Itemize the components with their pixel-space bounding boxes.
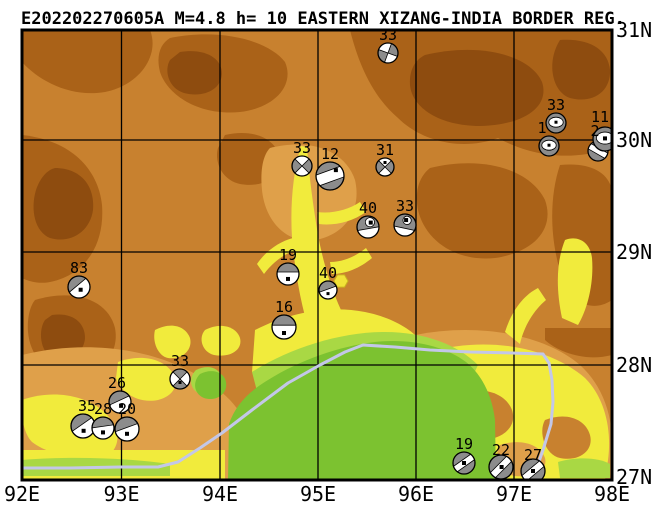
event-number-label: 35	[78, 397, 96, 415]
event-number-label: 33	[396, 197, 414, 215]
focal-mechanism-ball	[452, 451, 476, 475]
focal-mechanism-ball	[356, 215, 380, 239]
terrain-topography	[23, 31, 611, 479]
focal-mechanism-ball	[393, 213, 417, 237]
event-number-label: 83	[70, 259, 88, 277]
focal-mechanism-ball	[169, 368, 191, 390]
epicenter-hexagon-icon	[333, 274, 349, 288]
event-number-label: 12	[321, 145, 339, 163]
focal-mechanism-ball	[114, 416, 140, 442]
event-number-label: 31	[376, 141, 394, 159]
focal-mechanism-ball	[377, 42, 399, 64]
longitude-labels: 92E 93E 94E 95E 96E 97E 98E	[4, 482, 630, 505]
latitude-tick-label: 28N	[616, 353, 652, 377]
event-number-label: 20	[118, 400, 136, 418]
focal-mechanism-ball	[291, 155, 313, 177]
event-number-label: 28	[94, 400, 112, 418]
focal-mechanism-ball	[67, 275, 91, 299]
focal-mechanism-ball	[375, 157, 395, 177]
event-number-label: 40	[359, 199, 377, 217]
focal-mechanism-ball	[276, 262, 300, 286]
latitude-tick-label: 30N	[616, 128, 652, 152]
event-number-label: 26	[108, 374, 126, 392]
event-number-label: 33	[547, 96, 565, 114]
country-border-line	[23, 343, 555, 479]
event-epicenter-hexagon	[333, 274, 349, 288]
latitude-tick-label: 29N	[616, 240, 652, 264]
event-number-label: 1	[537, 119, 546, 137]
event-number-label: 22	[492, 441, 510, 459]
longitude-tick-label: 97E	[496, 482, 532, 505]
longitude-tick-label: 92E	[4, 482, 40, 505]
latitude-labels: 31N 30N 29N 28N 27N	[616, 18, 652, 489]
focal-mechanism-ball	[70, 413, 96, 439]
event-number-label: 33	[171, 352, 189, 370]
focal-mechanism-ball	[91, 416, 115, 440]
focal-mechanism-ball	[108, 390, 132, 414]
focal-mechanism-ball	[271, 314, 297, 340]
longitude-tick-label: 93E	[103, 482, 139, 505]
focal-mechanism-ball	[314, 161, 346, 191]
longitude-tick-label: 98E	[594, 482, 630, 505]
latitude-tick-label: 31N	[616, 18, 652, 42]
focal-mechanism-ball	[538, 135, 560, 157]
focal-mechanism-ball	[488, 454, 514, 479]
event-number-label: 33	[293, 139, 311, 157]
event-number-label: 19	[455, 435, 473, 453]
event-number-label: 16	[275, 298, 293, 316]
focal-mechanism-ball	[318, 280, 338, 300]
latitude-tick-label: 27N	[616, 465, 652, 489]
longitude-tick-label: 94E	[202, 482, 238, 505]
event-number-label: 11	[591, 108, 609, 126]
longitude-tick-label: 95E	[300, 482, 336, 505]
event-number-label: 2	[590, 122, 599, 140]
map-title: E202202270605A M=4.8 h= 10 EASTERN XIZAN…	[21, 9, 625, 29]
focal-mechanism-ball	[520, 458, 546, 479]
map-frame	[20, 28, 614, 482]
longitude-tick-label: 96E	[398, 482, 434, 505]
event-number-label: 40	[319, 264, 337, 282]
event-number-label: 27	[524, 446, 542, 464]
focal-mechanism-ball	[592, 126, 611, 152]
focal-mechanism-balls	[67, 42, 611, 479]
event-number-label: 19	[279, 246, 297, 264]
focal-mechanism-ball	[545, 112, 567, 134]
